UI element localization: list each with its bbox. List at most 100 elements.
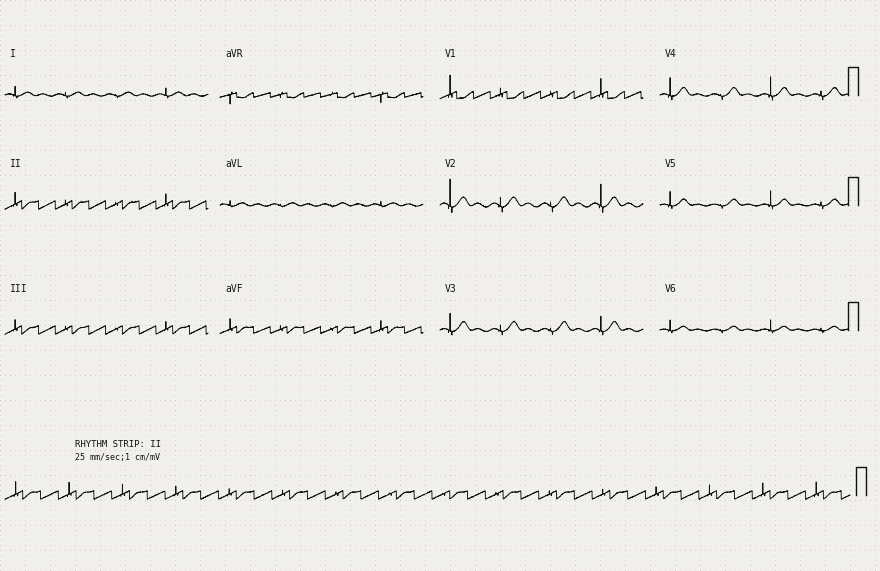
- Point: [588, 6, 602, 15]
- Point: [178, 335, 192, 344]
- Point: [393, 255, 407, 264]
- Point: [798, 86, 812, 95]
- Point: [868, 540, 880, 549]
- Point: [748, 160, 762, 170]
- Point: [873, 115, 880, 124]
- Point: [463, 520, 477, 529]
- Point: [758, 311, 772, 320]
- Point: [573, 1, 587, 10]
- Point: [233, 126, 247, 135]
- Point: [88, 146, 102, 155]
- Point: [313, 471, 327, 480]
- Point: [703, 436, 717, 445]
- Point: [488, 445, 502, 455]
- Point: [13, 0, 27, 5]
- Point: [503, 560, 517, 569]
- Point: [738, 191, 752, 200]
- Point: [258, 95, 272, 104]
- Point: [368, 351, 382, 360]
- Point: [463, 300, 477, 309]
- Point: [833, 331, 847, 340]
- Point: [818, 146, 832, 155]
- Point: [433, 220, 447, 230]
- Point: [603, 375, 617, 384]
- Point: [548, 431, 562, 440]
- Point: [328, 61, 342, 70]
- Point: [48, 460, 62, 469]
- Point: [388, 66, 402, 75]
- Point: [358, 61, 372, 70]
- Point: [68, 150, 82, 159]
- Point: [298, 345, 312, 355]
- Point: [308, 246, 322, 255]
- Point: [793, 246, 807, 255]
- Point: [853, 95, 867, 104]
- Point: [698, 251, 712, 260]
- Point: [98, 220, 112, 230]
- Point: [713, 155, 727, 164]
- Point: [43, 331, 57, 340]
- Point: [598, 170, 612, 179]
- Point: [553, 320, 567, 329]
- Point: [423, 21, 437, 30]
- Point: [763, 496, 777, 505]
- Point: [303, 41, 317, 50]
- Point: [723, 135, 737, 144]
- Point: [408, 355, 422, 364]
- Point: [508, 195, 522, 204]
- Point: [418, 305, 432, 315]
- Point: [18, 416, 32, 425]
- Point: [253, 186, 267, 195]
- Point: [408, 170, 422, 179]
- Point: [838, 320, 852, 329]
- Point: [858, 100, 872, 110]
- Point: [3, 266, 17, 275]
- Point: [233, 425, 247, 435]
- Point: [118, 200, 132, 210]
- Point: [643, 496, 657, 505]
- Point: [0, 490, 7, 500]
- Point: [0, 21, 7, 30]
- Point: [73, 425, 87, 435]
- Point: [288, 345, 302, 355]
- Point: [308, 291, 322, 300]
- Point: [818, 305, 832, 315]
- Point: [843, 545, 857, 554]
- Point: [163, 510, 177, 520]
- Point: [443, 391, 457, 400]
- Point: [118, 1, 132, 10]
- Point: [343, 1, 357, 10]
- Point: [618, 95, 632, 104]
- Point: [658, 451, 672, 460]
- Point: [573, 41, 587, 50]
- Point: [593, 425, 607, 435]
- Point: [368, 146, 382, 155]
- Point: [233, 191, 247, 200]
- Point: [128, 295, 142, 304]
- Point: [313, 545, 327, 554]
- Point: [518, 396, 532, 405]
- Point: [3, 416, 17, 425]
- Point: [773, 61, 787, 70]
- Point: [303, 246, 317, 255]
- Point: [598, 130, 612, 139]
- Point: [808, 560, 822, 569]
- Point: [228, 355, 242, 364]
- Point: [213, 160, 227, 170]
- Point: [13, 445, 27, 455]
- Point: [533, 271, 547, 280]
- Point: [63, 500, 77, 509]
- Point: [553, 371, 567, 380]
- Point: [308, 451, 322, 460]
- Point: [703, 15, 717, 25]
- Point: [543, 231, 557, 240]
- Point: [203, 405, 217, 415]
- Point: [483, 351, 497, 360]
- Point: [458, 485, 472, 494]
- Point: [188, 100, 202, 110]
- Point: [473, 360, 487, 369]
- Point: [483, 235, 497, 244]
- Point: [793, 260, 807, 270]
- Point: [233, 170, 247, 179]
- Point: [838, 81, 852, 90]
